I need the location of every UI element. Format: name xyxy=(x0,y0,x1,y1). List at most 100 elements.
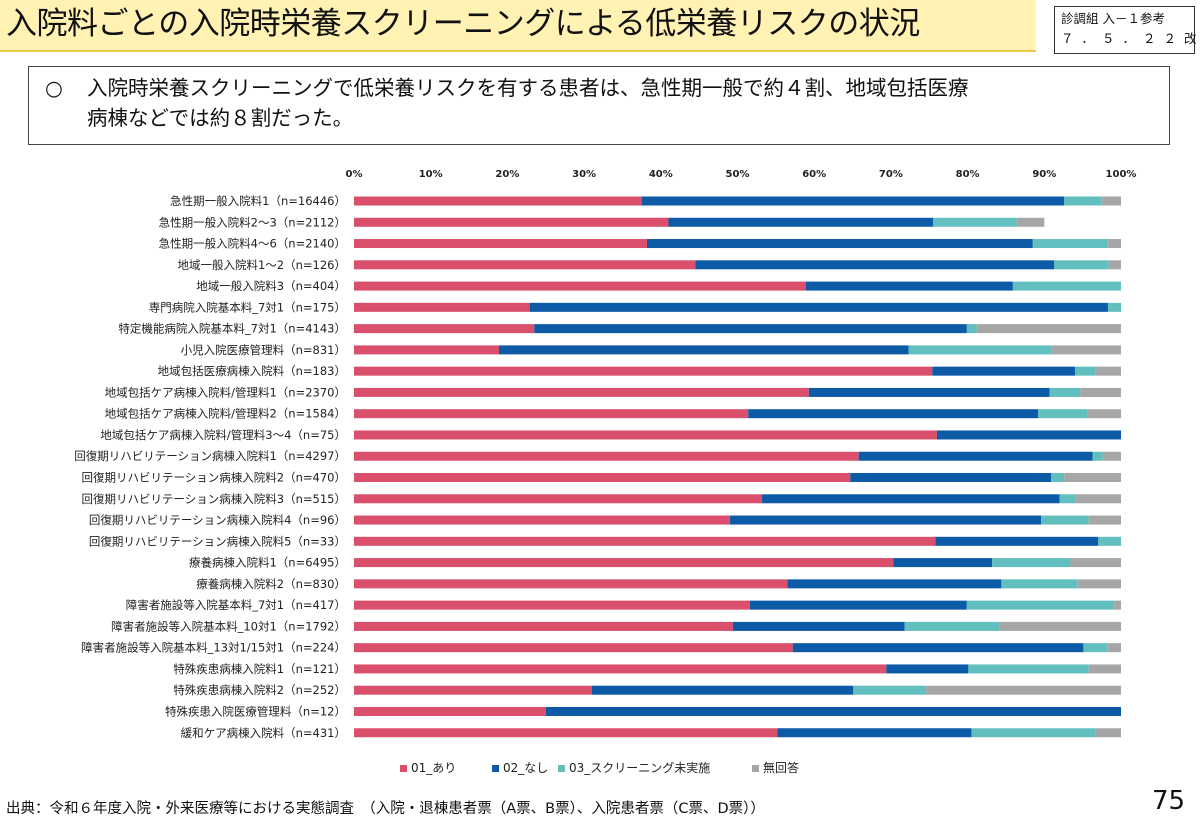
bar-segment xyxy=(354,366,933,376)
bar-segment xyxy=(695,260,1055,270)
bar-segment xyxy=(1095,366,1121,376)
bar-segment xyxy=(1087,409,1121,419)
title-bar: 入院料ごとの入院時栄養スクリーニングによる低栄養リスクの状況 xyxy=(0,0,1036,52)
bar-segment xyxy=(354,706,546,716)
x-tick-label: 40% xyxy=(649,169,673,180)
bar-segment xyxy=(354,196,642,206)
bar-segment xyxy=(792,643,1084,653)
bar-segment xyxy=(732,621,905,631)
bar-segment xyxy=(1083,643,1108,653)
bar-segment xyxy=(853,685,927,695)
bar-segment xyxy=(354,621,733,631)
summary-box: ○ 入院時栄養スクリーニングで低栄養リスクを有する患者は、急性期一般で約４割、地域… xyxy=(28,66,1170,145)
bar-segment xyxy=(354,387,809,397)
bar-segment xyxy=(354,345,499,355)
category-label: 回復期リハビリテーション病棟入院料3（n=515） xyxy=(82,492,346,506)
bar-segment xyxy=(354,324,535,334)
bar-segment xyxy=(926,685,1121,695)
legend-swatch xyxy=(752,765,759,772)
category-label: 地域包括ケア病棟入院料/管理料3～4（n=75） xyxy=(100,428,346,442)
bar-segment xyxy=(1097,536,1121,546)
bar-segment xyxy=(729,515,1042,525)
bar-segment xyxy=(1107,239,1121,249)
bar-segment xyxy=(935,536,1098,546)
category-label: 特殊疾患病棟入院料2（n=252） xyxy=(173,683,346,697)
bar-segment xyxy=(1001,579,1078,589)
category-label: 療養病棟入院料2（n=830） xyxy=(196,577,346,591)
bar-segment xyxy=(1064,196,1102,206)
bar-segment xyxy=(777,728,972,738)
x-tick-label: 80% xyxy=(956,169,980,180)
category-label: 地域包括ケア病棟入院料/管理料2（n=1584） xyxy=(105,407,346,421)
x-tick-label: 20% xyxy=(495,169,519,180)
category-label: 障害者施設等入院基本料_10対1（n=1792） xyxy=(111,619,346,633)
bar-segment xyxy=(749,600,967,610)
bar-segment xyxy=(354,600,750,610)
bar-segment xyxy=(498,345,909,355)
category-label: 療養病棟入院料1（n=6495） xyxy=(189,556,346,570)
bar-segment xyxy=(1080,387,1121,397)
category-label: 地域一般入院料3（n=404） xyxy=(196,279,346,293)
category-label: 回復期リハビリテーション病棟入院料4（n=96） xyxy=(89,513,346,527)
category-label: 回復期リハビリテーション病棟入院料5（n=33） xyxy=(89,534,346,548)
legend-label: 01_あり xyxy=(411,761,456,775)
category-label: 急性期一般入院料2～3（n=2112） xyxy=(159,215,346,229)
bar-segment xyxy=(1088,664,1121,674)
bar-segment xyxy=(1032,239,1108,249)
bar-segment xyxy=(1038,409,1088,419)
bar-segment xyxy=(354,281,806,291)
bar-segment xyxy=(1108,260,1121,270)
bar-segment xyxy=(1107,302,1121,312)
bar-segment xyxy=(646,239,1033,249)
bar-segment xyxy=(591,685,854,695)
bar-segment xyxy=(808,387,1050,397)
category-label: 急性期一般入院料1（n=16446） xyxy=(170,194,346,208)
bar-segment xyxy=(354,302,530,312)
bar-segment xyxy=(354,494,763,504)
bar-segment xyxy=(1070,558,1121,568)
category-label: 回復期リハビリテーション病棟入院料2（n=470） xyxy=(82,471,346,485)
bar-segment xyxy=(1012,281,1121,291)
bar-segment xyxy=(354,685,592,695)
bar-segment xyxy=(1074,366,1096,376)
bar-segment xyxy=(1051,345,1121,355)
reference-line-1: 診調組 入－１参考 xyxy=(1061,11,1165,26)
category-label: 障害者施設等入院基本料_7対1（n=417） xyxy=(126,598,346,612)
bar-segment xyxy=(354,579,788,589)
bar-segment xyxy=(858,451,1093,461)
bar-segment xyxy=(992,558,1071,568)
x-tick-label: 90% xyxy=(1032,169,1056,180)
page-title: 入院料ごとの入院時栄養スクリーニングによる低栄養リスクの状況 xyxy=(6,6,920,42)
x-tick-label: 30% xyxy=(572,169,596,180)
category-label: 障害者施設等入院基本料_13対1/15対1（n=224） xyxy=(81,641,346,655)
bar-segment xyxy=(354,239,647,249)
legend-label: 無回答 xyxy=(763,760,799,775)
bar-segment xyxy=(1095,728,1121,738)
bar-segment xyxy=(668,217,934,227)
legend-label: 03_スクリーニング未実施 xyxy=(569,760,710,775)
bar-segment xyxy=(354,558,894,568)
category-label: 小児入院医療管理料（n=831） xyxy=(181,343,346,357)
legend-label: 02_なし xyxy=(503,761,548,775)
bar-segment xyxy=(354,515,730,525)
category-label: 専門病院入院基本料_7対1（n=175） xyxy=(149,300,346,314)
bar-segment xyxy=(354,217,669,227)
category-label: 地域包括医療病棟入院料（n=183） xyxy=(158,364,346,378)
bar-segment xyxy=(1016,217,1045,227)
x-tick-label: 60% xyxy=(802,169,826,180)
category-label: 特定機能病院入院基本料_7対1（n=4143） xyxy=(118,322,346,336)
bullet-mark: ○ xyxy=(45,76,63,100)
category-label: 特殊疾患病棟入院料1（n=121） xyxy=(173,662,346,676)
bar-segment xyxy=(850,473,1052,483)
summary-line-2: 病棟などでは約８割だった。 xyxy=(87,106,354,130)
legend-swatch xyxy=(400,765,407,772)
bar-segment xyxy=(354,664,887,674)
bar-segment xyxy=(354,643,793,653)
bar-segment xyxy=(976,324,1121,334)
bar-segment xyxy=(545,706,1121,716)
bar-segment xyxy=(971,728,1096,738)
bar-segment xyxy=(936,430,1121,440)
bar-segment xyxy=(354,451,859,461)
bar-segment xyxy=(787,579,1002,589)
reference-box: 診調組 入－１参考 ７．５．２２改 xyxy=(1054,6,1197,54)
